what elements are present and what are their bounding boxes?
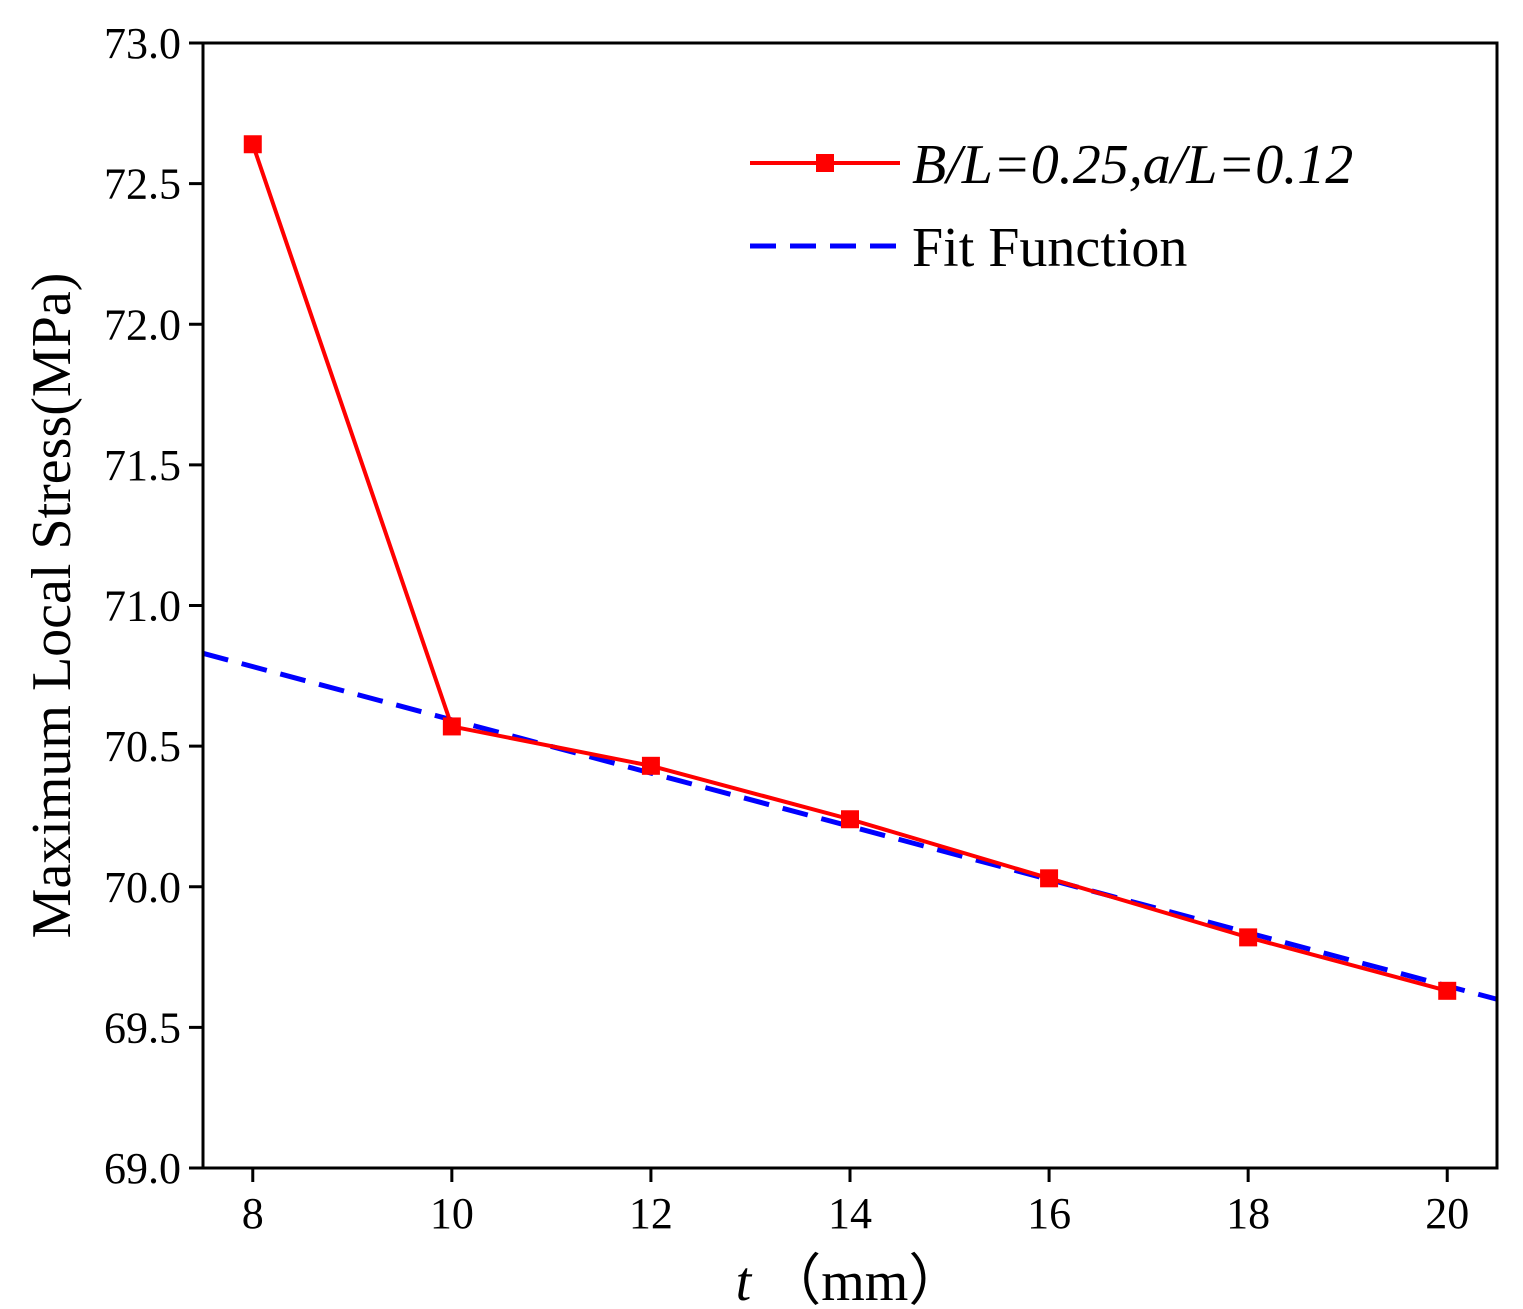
x-axis-title: t （mm） xyxy=(736,1251,965,1309)
y-tick-label: 71.0 xyxy=(104,582,181,631)
x-axis-unit: （mm） xyxy=(765,1251,964,1309)
series-line xyxy=(250,143,1448,993)
legend-fit-label: Fit Function xyxy=(912,217,1187,279)
plot-area-frame xyxy=(201,41,1499,1170)
tick-labels-group: 8 10 12 14 16 18 20 69.0 69.5 70.0 70.5 71.0 71.5 72.… xyxy=(104,19,1469,1238)
ticks-group xyxy=(189,41,1449,1182)
x-axis-variable: t xyxy=(736,1251,753,1309)
data-point-marker xyxy=(841,810,859,829)
y-tick-label: 70.5 xyxy=(104,722,181,771)
fit-function-line xyxy=(202,650,1498,1002)
x-tick-label: 10 xyxy=(430,1189,474,1238)
fit-function-group xyxy=(202,650,1498,1002)
data-point-marker xyxy=(442,717,461,736)
x-tick-label: 12 xyxy=(629,1189,673,1238)
y-tick-label: 70.0 xyxy=(104,863,181,912)
data-point-marker xyxy=(1438,981,1457,1000)
data-point-marker xyxy=(243,135,262,154)
x-tick-label: 8 xyxy=(242,1189,264,1238)
data-point-marker xyxy=(641,756,660,775)
y-tick-label: 69.5 xyxy=(104,1003,181,1052)
y-tick-label: 72.0 xyxy=(104,300,181,349)
y-tick-label: 69.0 xyxy=(104,1144,181,1193)
legend-series-label: B/L=0.25,a/L=0.12 xyxy=(912,134,1353,196)
y-tick-label: 73.0 xyxy=(104,19,181,68)
y-tick-label: 72.5 xyxy=(104,160,181,209)
data-series-group xyxy=(243,135,1457,1000)
y-axis-title: Maximum Local Stress(MPa) xyxy=(21,273,83,939)
data-point-marker xyxy=(1239,928,1258,947)
x-tick-label: 20 xyxy=(1425,1189,1469,1238)
y-tick-label: 71.5 xyxy=(104,441,181,490)
x-tick-label: 16 xyxy=(1027,1189,1071,1238)
legend-series-marker xyxy=(816,154,834,172)
data-point-marker xyxy=(1040,869,1059,888)
x-tick-label: 18 xyxy=(1226,1189,1270,1238)
x-tick-label: 14 xyxy=(828,1189,872,1238)
legend: B/L=0.25,a/L=0.12 Fit Function xyxy=(750,134,1353,279)
